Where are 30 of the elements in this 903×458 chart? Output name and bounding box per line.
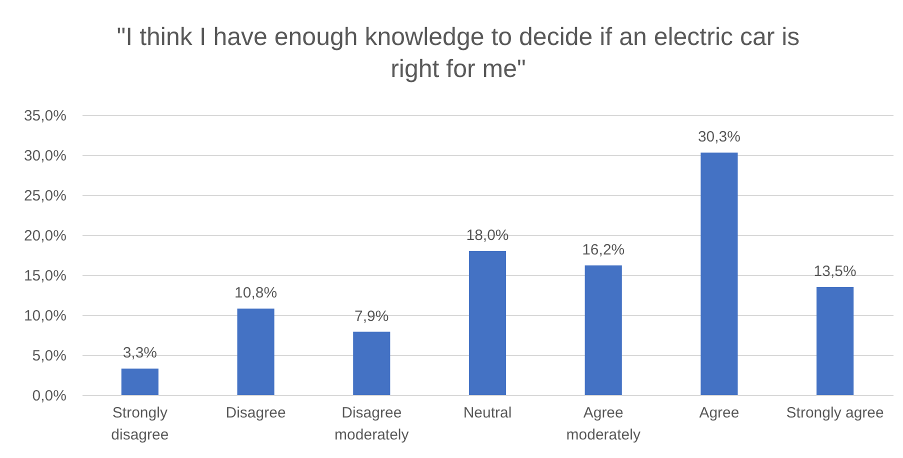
y-tick-label: 35,0%	[24, 108, 66, 124]
bar	[353, 332, 390, 395]
bar	[816, 287, 854, 395]
x-tick-label: Strongly agree	[786, 404, 884, 422]
x-tick-label: Disagree	[226, 404, 286, 422]
y-tick-label: 10,0%	[24, 308, 66, 324]
y-tick-label: 30,0%	[24, 148, 66, 164]
y-tick-label: 0,0%	[32, 388, 66, 404]
bar	[121, 368, 158, 395]
data-label: 3,3%	[122, 344, 158, 362]
x-tick-label: Disagree moderately	[334, 404, 410, 444]
y-tick-label: 15,0%	[24, 268, 66, 284]
x-tick-label: Agree	[699, 404, 740, 422]
data-label: 16,2%	[582, 241, 625, 258]
x-tick-label: Neutral	[463, 404, 512, 422]
data-label: 30,3%	[698, 128, 740, 146]
data-label: 13,5%	[814, 263, 856, 280]
x-tick-label: Agree moderately	[566, 404, 641, 444]
bar	[700, 152, 738, 395]
x-tick-label: Strongly disagree	[111, 404, 169, 444]
y-tick-label: 5,0%	[32, 348, 66, 364]
data-label: 18,0%	[466, 227, 509, 244]
y-tick-label: 25,0%	[24, 188, 66, 204]
bar	[237, 308, 274, 395]
data-label: 7,9%	[354, 308, 389, 325]
data-label: 10,8%	[234, 284, 278, 302]
bar	[584, 265, 622, 395]
bar	[468, 251, 506, 395]
chart-title: "I think I have enough knowledge to decide if an electric car is right for me"	[116, 23, 800, 83]
y-tick-label: 20,0%	[24, 228, 66, 244]
